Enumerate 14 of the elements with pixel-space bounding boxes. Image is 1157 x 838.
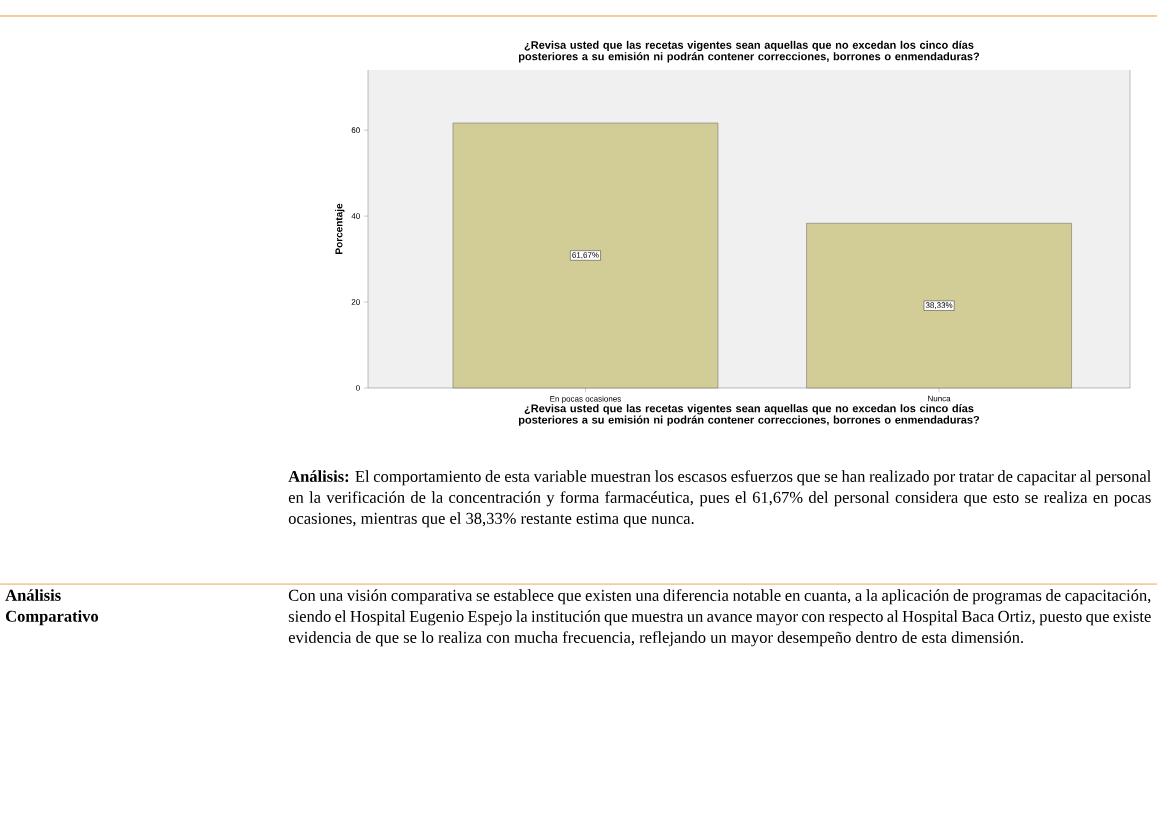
- x-tick-label: En pocas ocasiones: [550, 395, 621, 404]
- y-tick-label: 40: [351, 213, 360, 219]
- y-tick-label: 20: [351, 299, 360, 305]
- text: Análisis: El comportamiento de esta variable muestran los escasos esfuerzos que se han realizado por tratar de capacitar al personal en la verificación de la concentración y forma farmacéutica, pues el 61,67% del personal considera que esto se realiza en pocas ocasiones, mientras que el 38,33% restante estima que nunca.: [288, 470, 1151, 528]
- x-axis-title: ¿Revisa usted que las recetas vigentes sean aquellas que no excedan los cinco días posteriores a su emisión ni podrán contener correcciones, borrones o enmendaduras?: [518, 404, 980, 426]
- text: Con una visión comparativa se establece que existen una diferencia notable en cuanta, a la aplicación de programas de capacitación, siendo el Hospital Eugenio Espejo la institución que muestra un avance mayor con respecto al Hospital Baca Ortiz, puesto que existe evidencia de que se lo realiza con mucha frecuencia, reflejando un mayor desempeño dentro de esta dimensión.: [288, 589, 1151, 647]
- x-tick-label: Nunca: [928, 395, 951, 402]
- chart-title: ¿Revisa usted que las recetas vigentes sean aquellas que no excedan los cinco días posteriores a su emisión ni podrán contener correcciones, borrones o enmendaduras?: [518, 40, 980, 63]
- y-axis-title: Porcentaje: [335, 203, 345, 254]
- y-tick-label: 0: [356, 385, 360, 391]
- data-label: 38,33%: [925, 302, 953, 309]
- data-label: 61,67%: [572, 252, 599, 259]
- y-tick-label: 60: [351, 127, 360, 133]
- text: Análisis Comparativo: [5, 589, 99, 626]
